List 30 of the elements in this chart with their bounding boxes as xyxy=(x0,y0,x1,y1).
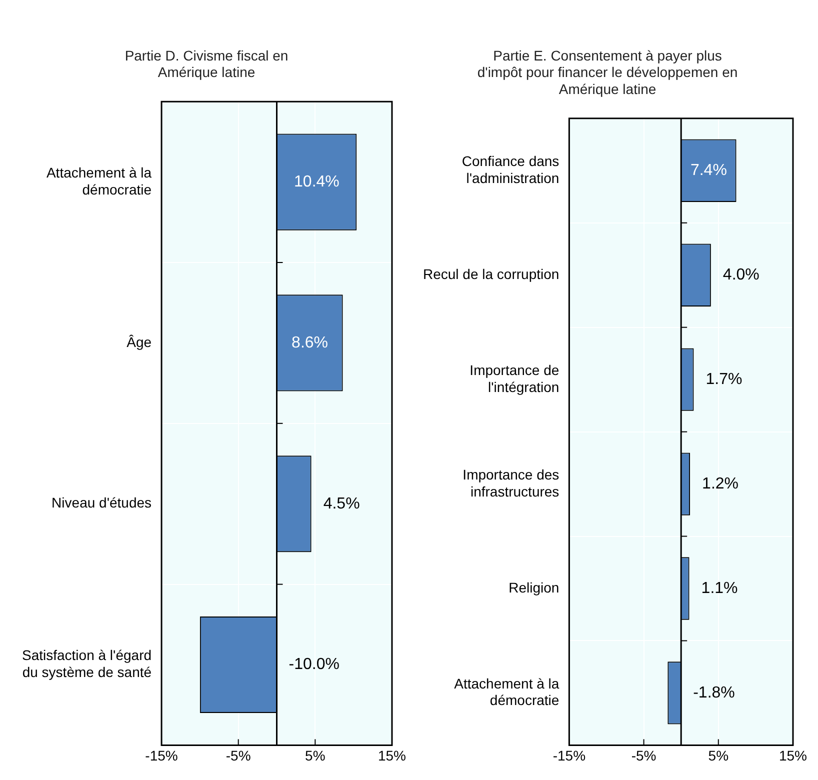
y-tick-label: Confiance dans l'administration xyxy=(462,153,560,186)
y-tick-label: Âge xyxy=(126,334,152,350)
chart-title: Partie E. Consentement à payer plus d'impôt pour financer le développemen en Amérique latine xyxy=(477,47,738,97)
data-label: -10.0% xyxy=(288,656,340,674)
y-tick-label: Attachement à la démocratie xyxy=(46,164,152,198)
data-label: 1.7% xyxy=(706,370,742,388)
x-tick-label: -15% xyxy=(145,747,178,764)
x-tick-label: -5% xyxy=(631,747,656,764)
x-tick-label: 5% xyxy=(305,747,326,764)
y-tick-label: Attachement à la démocratie xyxy=(454,675,560,708)
x-tick-label: -15% xyxy=(552,747,586,764)
y-tick-label: Importance de l'intégration xyxy=(470,362,560,395)
x-tick-label: 5% xyxy=(708,747,729,764)
data-label: 10.4% xyxy=(294,173,340,190)
data-label: 1.2% xyxy=(702,475,739,492)
data-label: 4.5% xyxy=(323,495,360,512)
y-tick-label: Satisfaction à l'égard du système de santé xyxy=(22,647,152,680)
data-label: -1.8% xyxy=(693,684,735,702)
y-tick-label: Recul de la corruption xyxy=(423,266,560,282)
y-tick-label: Niveau d'études xyxy=(52,494,152,511)
chart-title: Partie D. Civisme fiscal en Amérique latine xyxy=(124,47,288,80)
x-tick-label: 15% xyxy=(378,747,406,764)
y-tick-label: Religion xyxy=(508,579,560,596)
x-tick-label: 15% xyxy=(778,747,808,764)
data-label: 4.0% xyxy=(722,266,760,284)
data-label: 7.4% xyxy=(690,162,727,180)
data-label: 1.1% xyxy=(701,580,738,597)
data-label: 8.6% xyxy=(292,334,328,352)
y-tick-label: Importance des infrastructures xyxy=(462,466,560,500)
x-tick-label: -5% xyxy=(226,747,251,764)
